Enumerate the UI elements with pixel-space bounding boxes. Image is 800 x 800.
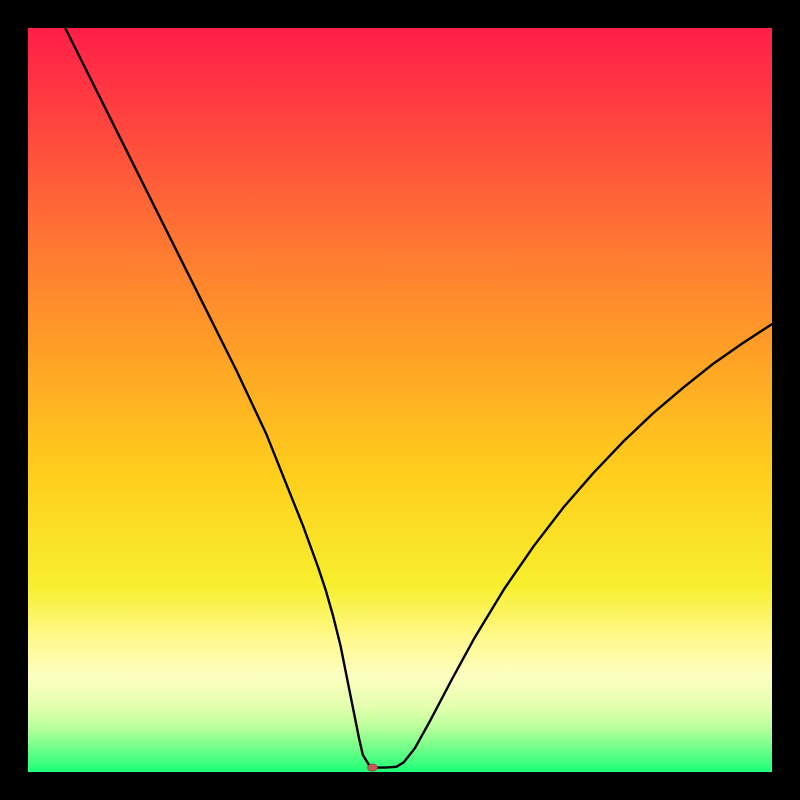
highlight-marker <box>367 764 377 771</box>
chart-background <box>28 28 772 772</box>
bottleneck-chart <box>28 28 772 772</box>
